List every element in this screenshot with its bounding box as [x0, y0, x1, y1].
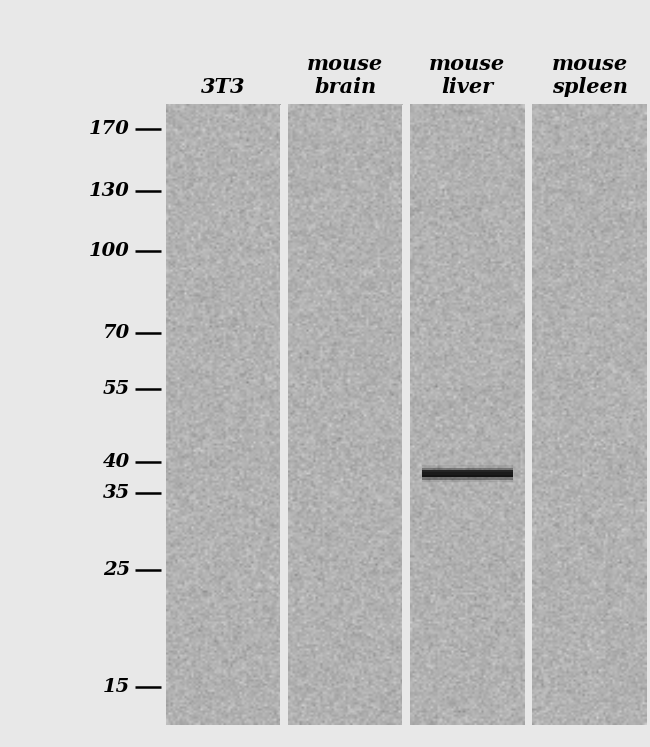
Text: mouse
liver: mouse liver — [429, 54, 506, 97]
Text: 15: 15 — [103, 678, 130, 696]
Text: 100: 100 — [89, 242, 130, 261]
Text: 40: 40 — [103, 453, 130, 471]
Text: 3T3: 3T3 — [201, 77, 245, 97]
Bar — [422, 470, 513, 477]
Text: 130: 130 — [89, 182, 130, 200]
Bar — [166, 105, 647, 725]
Bar — [525, 105, 532, 725]
Text: 55: 55 — [103, 379, 130, 397]
Text: 70: 70 — [103, 324, 130, 342]
Bar — [422, 465, 513, 473]
Bar — [402, 105, 410, 725]
Bar — [422, 473, 513, 480]
Text: mouse
brain: mouse brain — [307, 54, 384, 97]
Bar — [280, 105, 288, 725]
Text: mouse
spleen: mouse spleen — [551, 54, 628, 97]
Text: 170: 170 — [89, 120, 130, 138]
Text: 25: 25 — [103, 561, 130, 579]
Bar — [422, 475, 513, 483]
Text: 35: 35 — [103, 483, 130, 502]
Bar — [422, 468, 513, 475]
